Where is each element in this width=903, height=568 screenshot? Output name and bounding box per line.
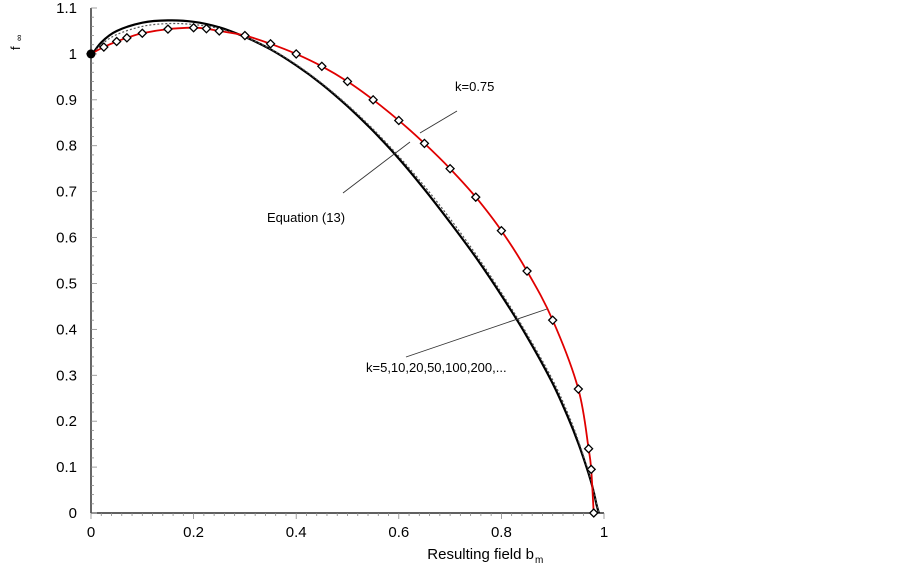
x-axis-title: Resulting field b — [427, 546, 534, 563]
x-tick-label: 0.6 — [388, 524, 409, 541]
y-tick-label: 0.2 — [56, 413, 77, 430]
y-tick-label: 0.9 — [56, 92, 77, 109]
y-tick-label: 0.3 — [56, 367, 77, 384]
y-tick-label: 0.7 — [56, 184, 77, 201]
leader-line-k-large — [405, 308, 548, 358]
data-point-marker — [291, 48, 302, 59]
data-point-marker — [239, 30, 250, 41]
leader-line-k075 — [419, 110, 458, 134]
x-axis-title-text: Resulting field b — [427, 546, 534, 563]
y-tick-label: 1 — [69, 46, 77, 63]
data-point-marker — [583, 443, 594, 454]
x-tick-label: 0.4 — [286, 524, 307, 541]
data-point-marker — [470, 192, 481, 203]
data-point-marker — [588, 508, 599, 518]
y-tick-label: 1.1 — [56, 0, 77, 17]
y-minor-ticks — [91, 7, 97, 514]
data-point-marker — [547, 315, 558, 326]
y-tick-label: 0.8 — [56, 138, 77, 155]
y-tick-labels: 0 0.1 0.2 0.3 0.4 0.5 0.6 0.7 0.8 0.9 1 1.1 — [56, 0, 77, 522]
y-tick-label: 0.1 — [56, 459, 77, 476]
x-tick-label: 0.8 — [491, 524, 512, 541]
series-line-dotted — [90, 22, 600, 514]
annotation-equation: Equation (13) — [267, 210, 345, 225]
data-point-marker — [496, 225, 507, 236]
y-tick-label: 0.4 — [56, 321, 77, 338]
data-point-marker — [522, 266, 532, 276]
x-axis-title-sub: m — [535, 555, 543, 566]
data-point-marker — [445, 163, 456, 174]
annotation-k-large: k=5,10,20,50,100,200,... — [366, 360, 507, 375]
data-point-marker — [163, 24, 173, 35]
leader-line-equation — [342, 141, 411, 194]
series-layer — [86, 19, 600, 518]
x-tick-label: 1 — [600, 524, 608, 541]
axes: 0 0.2 0.4 0.6 0.8 1 0 0.1 0.2 0.3 0.4 0.5 0.6 0.7 0.8… — [56, 0, 608, 541]
y-axis-title: f — [8, 46, 23, 50]
data-point-marker — [393, 115, 404, 126]
series-line-black — [90, 19, 600, 514]
data-point-marker — [419, 138, 430, 149]
x-tick-labels: 0 0.2 0.4 0.6 0.8 1 — [87, 524, 608, 541]
data-point-marker — [111, 36, 122, 47]
x-tick-label: 0.2 — [183, 524, 204, 541]
data-point-marker — [188, 22, 199, 33]
data-point-marker — [342, 76, 353, 87]
annotation-lines — [342, 110, 548, 358]
data-point-marker — [98, 42, 109, 52]
data-point-marker — [214, 26, 225, 36]
data-point-marker — [573, 384, 584, 394]
y-tick-label: 0.6 — [56, 230, 77, 247]
x-tick-label: 0 — [87, 524, 95, 541]
data-point-marker — [586, 464, 597, 475]
data-point-marker — [316, 61, 327, 72]
y-tick-label: 0.5 — [56, 275, 77, 292]
x-minor-ticks — [90, 513, 605, 519]
data-point-marker — [121, 32, 132, 43]
annotation-k075: k=0.75 — [455, 79, 494, 94]
start-point-marker — [86, 49, 96, 59]
data-point-marker — [137, 28, 148, 39]
data-point-marker — [265, 38, 276, 49]
data-point-marker — [368, 94, 379, 105]
y-tick-label: 0 — [69, 505, 77, 522]
y-axis-title-sub: ∞ — [14, 35, 24, 41]
data-point-marker — [201, 23, 212, 34]
